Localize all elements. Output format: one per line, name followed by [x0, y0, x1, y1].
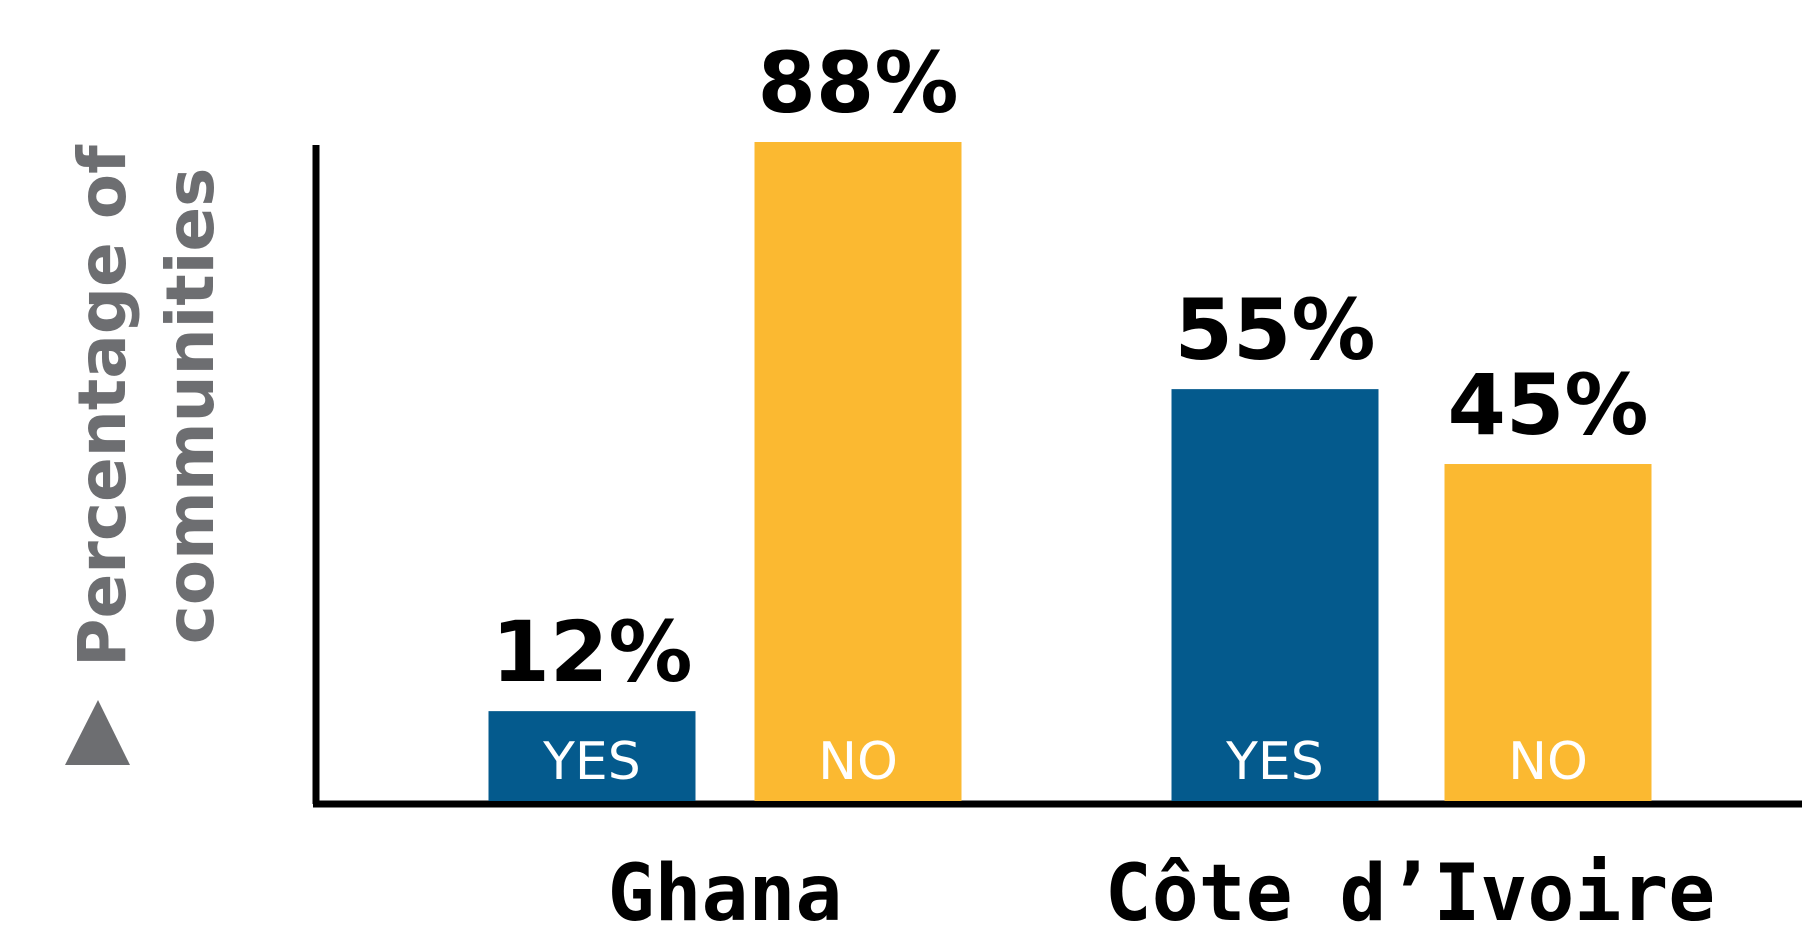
bar-ghana-yes [488, 711, 696, 801]
bar-label-c-te-d-ivoire-no: NO [1508, 732, 1588, 792]
y-axis-label-line-2: communities [152, 168, 229, 645]
arrow-up-icon [65, 700, 130, 765]
category-label-ghana: Ghana [608, 849, 843, 934]
bar-label-ghana-no: NO [818, 732, 898, 792]
value-label-ghana-no: 88% [757, 34, 958, 132]
bar-label-c-te-d-ivoire-yes: YES [1225, 732, 1324, 792]
y-axis-label-line-1: Percentage of [64, 144, 141, 667]
bar-label-ghana-yes: YES [542, 732, 641, 792]
category-label-cote-divoire: Côte d’Ivoire [1105, 849, 1715, 934]
y-axis-label: Percentage of communities [64, 144, 229, 667]
bar-c-te-d-ivoire-no [1444, 464, 1652, 801]
bars-group: YES 12% NO 88% YES 55% NO 45% [488, 34, 1652, 801]
value-label-c-te-d-ivoire-no: 45% [1447, 356, 1648, 454]
bar-ghana-no [754, 142, 962, 801]
bar-c-te-d-ivoire-yes [1171, 389, 1379, 801]
value-label-ghana-yes: 12% [491, 603, 692, 701]
value-label-c-te-d-ivoire-yes: 55% [1174, 281, 1375, 379]
